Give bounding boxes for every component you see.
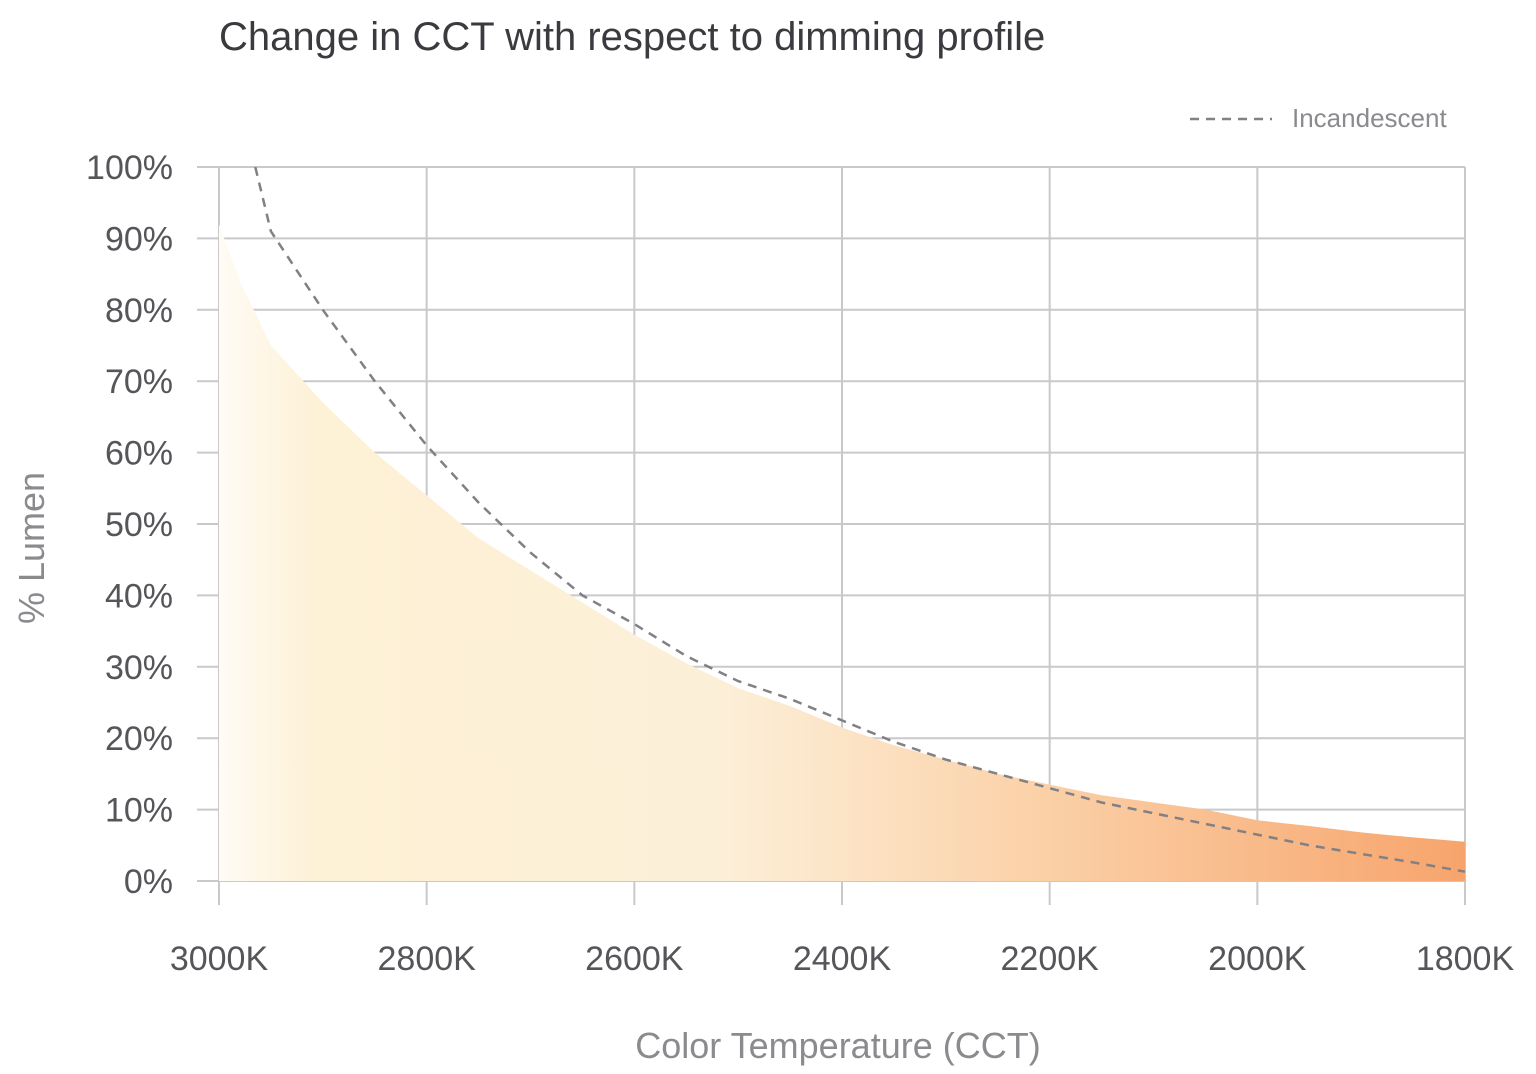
x-tick-label-2400K: 2400K [793,940,892,978]
y-axis-title: % Lumen [11,472,52,624]
incandescent-line [254,167,1465,873]
y-axis-ticks: 0% 10% 20% 30% 40% 50% 60% 70% 80% 90% 100% [86,149,173,901]
line-layer [254,167,1465,873]
y-tick-label-60pct: 60% [105,435,173,473]
area-layer [219,224,1465,881]
y-tick-label-30pct: 30% [105,649,173,687]
y-tick-label-10pct: 10% [105,792,173,830]
chart-title: Change in CCT with respect to dimming pr… [219,15,1045,59]
y-tick-label-40pct: 40% [105,577,173,615]
y-tick-label-80pct: 80% [105,292,173,330]
y-tick-label-0pct: 0% [124,863,173,901]
x-tick-label-3000K: 3000K [170,940,269,978]
y-tick-label-100pct: 100% [86,149,173,187]
legend: Incandescent [1190,103,1447,133]
dimming-profile-area [219,224,1465,881]
y-tick-label-90pct: 90% [105,220,173,258]
x-tick-label-2600K: 2600K [585,940,684,978]
x-tick-label-2800K: 2800K [378,940,477,978]
x-axis-ticks: 3000K 2800K 2600K 2400K 2200K 2000K 1800K [170,940,1515,978]
legend-incandescent-label: Incandescent [1292,103,1447,133]
y-tick-label-20pct: 20% [105,720,173,758]
y-tick-label-50pct: 50% [105,506,173,544]
y-tick-label-70pct: 70% [105,363,173,401]
x-tick-label-2200K: 2200K [1001,940,1100,978]
x-tick-label-2000K: 2000K [1208,940,1307,978]
x-axis-title: Color Temperature (CCT) [635,1025,1040,1066]
x-tick-label-1800K: 1800K [1416,940,1515,978]
